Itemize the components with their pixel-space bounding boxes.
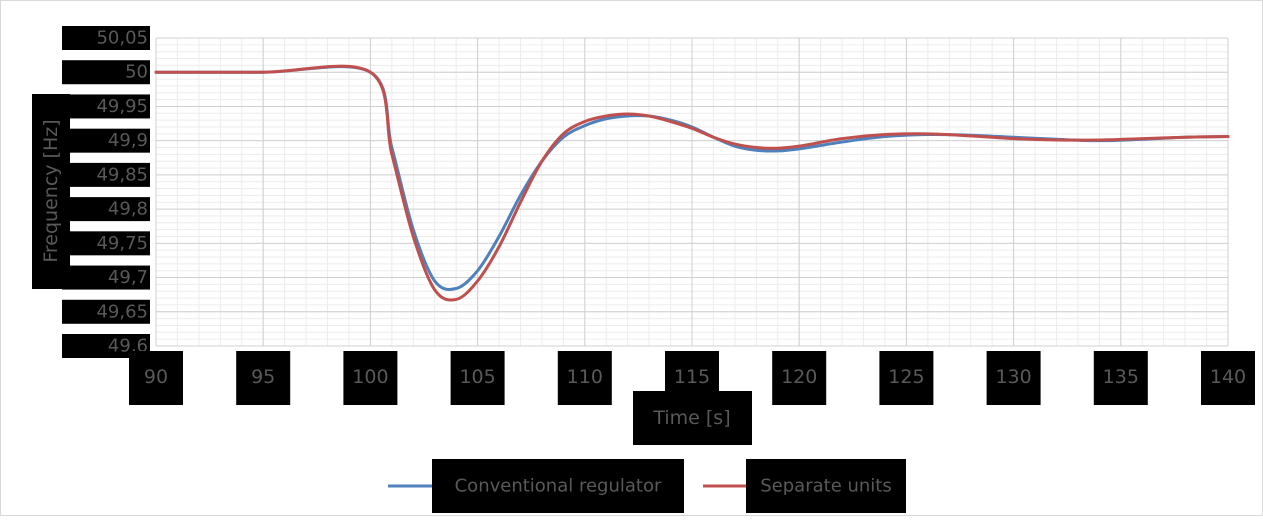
legend-label-box xyxy=(432,459,684,513)
x-tick-label: 100 xyxy=(352,366,388,388)
x-axis-label: Time [s] xyxy=(652,407,730,429)
x-tick-box xyxy=(879,351,934,405)
x-tick-label: 125 xyxy=(888,366,924,388)
x-axis-tick-labels: 90 95 100 105 110 115 120 125 130 135 140 xyxy=(129,351,1255,405)
major-gridlines xyxy=(155,37,1229,347)
x-axis-title-box xyxy=(633,391,752,445)
series-line-2 xyxy=(154,64,1230,302)
y-tick-box xyxy=(62,26,150,50)
y-tick-label: 49,7 xyxy=(108,267,148,288)
x-tick-label: 130 xyxy=(995,366,1031,388)
x-tick-label: 110 xyxy=(567,366,603,388)
x-tick-box xyxy=(1201,351,1255,405)
x-tick-label: 135 xyxy=(1103,366,1139,388)
y-tick-label: 49,75 xyxy=(96,233,148,254)
x-tick-box xyxy=(450,351,505,405)
x-tick-box xyxy=(772,351,827,405)
legend: Conventional regulator Separate units xyxy=(388,459,906,513)
y-axis-label: Frequency [Hz] xyxy=(40,119,62,262)
y-axis-tick-labels: 49,649,6549,749,7549,849,8549,949,955050… xyxy=(62,26,150,358)
y-tick-box xyxy=(62,128,150,153)
y-tick-box xyxy=(62,197,150,222)
x-tick-box xyxy=(1093,351,1148,405)
x-tick-label: 95 xyxy=(251,366,275,388)
x-tick-label: 140 xyxy=(1210,366,1246,388)
x-tick-box xyxy=(236,351,291,405)
x-tick-label: 90 xyxy=(144,366,168,388)
y-tick-label: 49,95 xyxy=(96,96,148,117)
x-tick-box xyxy=(343,351,398,405)
x-tick-box xyxy=(557,351,612,405)
legend-label-box xyxy=(746,459,906,513)
series-layer xyxy=(154,64,1230,302)
legend-label: Separate units xyxy=(760,476,892,497)
y-tick-box xyxy=(62,265,150,290)
y-tick-box xyxy=(62,162,150,187)
y-tick-label: 49,8 xyxy=(108,199,148,220)
y-tick-box xyxy=(62,299,150,324)
x-tick-label: 105 xyxy=(459,366,495,388)
x-tick-label: 120 xyxy=(781,366,817,388)
y-axis-title: Frequency [Hz] xyxy=(32,94,70,289)
y-tick-box xyxy=(62,60,150,85)
legend-label: Conventional regulator xyxy=(455,476,662,497)
y-tick-box xyxy=(62,94,150,119)
x-axis-title: Time [s] xyxy=(633,391,752,445)
y-tick-label: 49,65 xyxy=(96,301,148,322)
y-tick-label: 50,05 xyxy=(96,28,148,49)
x-tick-label: 115 xyxy=(674,366,710,388)
y-tick-box xyxy=(62,231,150,256)
y-axis-title-box xyxy=(32,94,70,289)
y-tick-label: 49,9 xyxy=(108,130,148,151)
y-tick-label: 50 xyxy=(125,62,148,83)
x-tick-box xyxy=(129,351,183,405)
x-tick-box xyxy=(986,351,1041,405)
y-tick-label: 49,85 xyxy=(96,164,148,185)
